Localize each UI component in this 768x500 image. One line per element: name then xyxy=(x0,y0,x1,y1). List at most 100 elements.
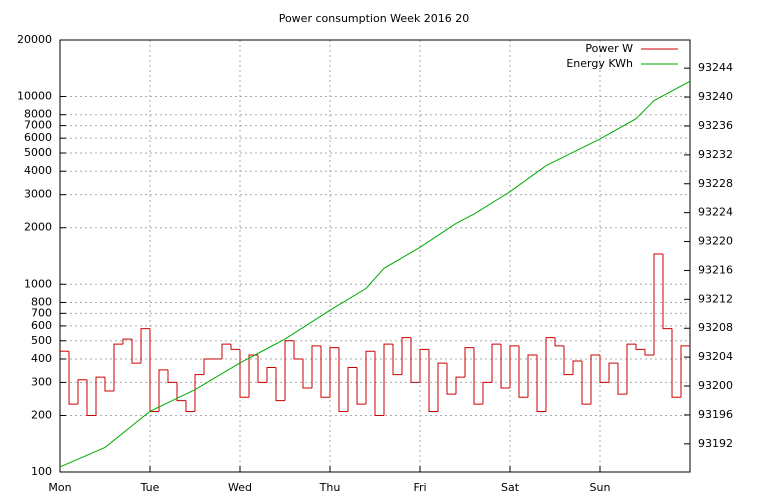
x-tick-label: Sun xyxy=(590,481,611,494)
power-step xyxy=(158,369,168,412)
power-step xyxy=(671,328,681,398)
power-step xyxy=(347,367,357,412)
power-step xyxy=(302,358,312,389)
legend-label: Power W xyxy=(585,42,633,55)
power-step xyxy=(509,345,519,389)
power-step xyxy=(365,350,375,405)
power-step xyxy=(464,347,474,378)
power-step xyxy=(311,345,321,389)
power-step xyxy=(662,253,672,330)
power-step xyxy=(527,354,537,398)
power-step xyxy=(284,340,294,401)
power-step xyxy=(329,347,339,398)
y-tick-label: 1000 xyxy=(24,277,52,290)
y2-tick-label: 93212 xyxy=(698,292,733,305)
y2-tick-label: 93204 xyxy=(698,350,733,363)
y2-tick-label: 93240 xyxy=(698,90,733,103)
power-step xyxy=(338,347,348,413)
power-step xyxy=(455,376,465,395)
y-tick-label: 4000 xyxy=(24,164,52,177)
power-step xyxy=(572,360,582,375)
power-step xyxy=(194,374,204,412)
y-tick-label: 700 xyxy=(31,306,52,319)
power-step xyxy=(635,344,645,350)
power-step xyxy=(185,400,195,413)
y2-tick-label: 93236 xyxy=(698,119,733,132)
power-step xyxy=(581,361,591,405)
y-tick-label: 600 xyxy=(31,319,52,332)
power-step xyxy=(536,354,546,413)
power-step xyxy=(374,351,384,416)
power-step xyxy=(221,343,231,359)
power-step xyxy=(491,343,501,383)
y2-tick-label: 93208 xyxy=(698,321,733,334)
x-tick-label: Tue xyxy=(140,481,160,494)
power-step xyxy=(473,347,483,405)
power-step xyxy=(428,349,438,413)
y-tick-label: 2000 xyxy=(24,221,52,234)
y-tick-label: 10000 xyxy=(17,90,52,103)
power-step xyxy=(554,337,564,347)
y2-tick-label: 93224 xyxy=(698,206,733,219)
y-tick-label: 5000 xyxy=(24,146,52,159)
y2-tick-label: 93192 xyxy=(698,437,733,450)
power-step xyxy=(176,382,186,402)
power-step xyxy=(266,367,276,383)
x-tick-label: Wed xyxy=(228,481,252,494)
power-step xyxy=(680,345,690,398)
power-step xyxy=(248,354,258,398)
power-step xyxy=(608,362,618,383)
power-step xyxy=(104,377,114,392)
y2-tick-label: 93244 xyxy=(698,61,733,74)
power-step xyxy=(626,343,636,395)
y-tick-label: 20000 xyxy=(17,33,52,46)
power-step xyxy=(275,367,285,402)
power-step xyxy=(140,328,150,364)
power-step xyxy=(113,343,123,392)
power-step xyxy=(500,344,510,389)
power-step xyxy=(419,348,429,383)
y2-tick-label: 93220 xyxy=(698,235,733,248)
power-step xyxy=(599,354,609,383)
power-step xyxy=(617,363,627,395)
chart-title: Power consumption Week 2016 20 xyxy=(279,12,470,25)
y-tick-label: 6000 xyxy=(24,131,52,144)
x-tick-label: Mon xyxy=(48,481,71,494)
power-step xyxy=(518,345,528,398)
y-tick-label: 8000 xyxy=(24,108,52,121)
y-tick-label: 500 xyxy=(31,334,52,347)
power-step xyxy=(203,358,213,375)
legend-label: Energy KWh xyxy=(566,57,633,70)
power-step xyxy=(410,337,420,383)
power-step xyxy=(356,367,366,405)
y2-tick-label: 93228 xyxy=(698,177,733,190)
power-step xyxy=(95,376,105,416)
power-step xyxy=(446,363,456,395)
y-tick-label: 800 xyxy=(31,295,52,308)
power-step xyxy=(437,362,447,412)
power-step xyxy=(590,354,600,405)
x-tick-label: Fri xyxy=(413,481,426,494)
power-step xyxy=(257,354,267,383)
power-step xyxy=(131,339,141,364)
power-step xyxy=(167,369,177,383)
power-step xyxy=(230,344,240,350)
power-step xyxy=(383,343,393,416)
y-tick-label: 200 xyxy=(31,408,52,421)
power-step xyxy=(653,253,663,355)
power-step xyxy=(563,345,573,376)
x-tick-label: Sat xyxy=(501,481,520,494)
y-tick-label: 400 xyxy=(31,352,52,365)
power-step xyxy=(122,338,132,345)
y2-tick-label: 93200 xyxy=(698,379,733,392)
power-step xyxy=(320,345,330,398)
x-tick-label: Thu xyxy=(319,481,341,494)
power-step xyxy=(401,337,411,375)
power-step xyxy=(77,379,87,405)
power-step xyxy=(545,337,555,412)
y-tick-label: 100 xyxy=(31,465,52,478)
power-step xyxy=(239,349,249,398)
y-tick-label: 3000 xyxy=(24,188,52,201)
y-tick-label: 7000 xyxy=(24,119,52,132)
